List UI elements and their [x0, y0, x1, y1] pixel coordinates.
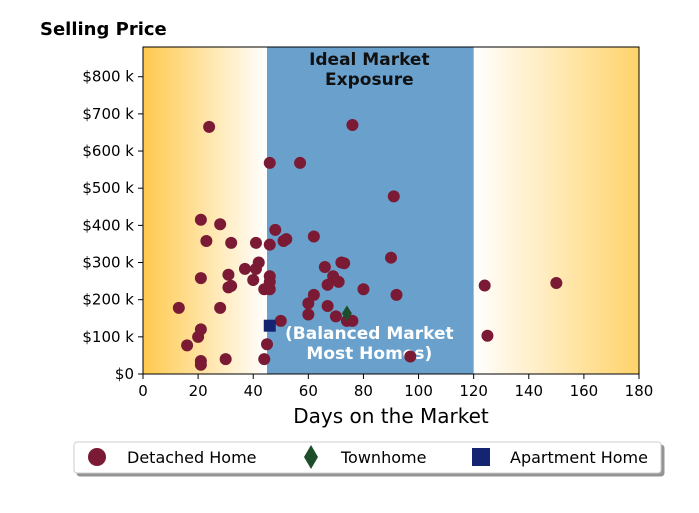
detached-home-point	[219, 353, 232, 366]
detached-home-point	[194, 213, 207, 226]
detached-home-point	[261, 338, 273, 351]
detached-home-point	[225, 236, 238, 249]
detached-home-point	[263, 275, 276, 288]
y-tick-label: $400 k	[82, 216, 134, 234]
plot-background	[143, 47, 639, 374]
y-tick-label: $700 k	[82, 105, 134, 123]
y-axis: $0 $100 k $200 k $300 k $400 k $500 k $600 k $7…	[82, 68, 143, 383]
detached-home-point	[387, 190, 400, 203]
x-tick-label: 120	[459, 382, 488, 400]
detached-home-point	[307, 288, 320, 301]
legend-marker-townhome	[304, 445, 318, 469]
x-tick-label: 40	[244, 382, 263, 400]
legend-label-detached: Detached Home	[127, 448, 257, 467]
plot-frame	[142, 46, 640, 375]
y-tick-label: $100 k	[82, 328, 134, 346]
y-tick-label: $600 k	[82, 142, 134, 160]
ideal-zone-label-line1: Ideal Market	[309, 50, 430, 70]
detached-home-point	[346, 314, 359, 327]
detached-home-point	[321, 278, 334, 291]
detached-home-point	[214, 301, 227, 314]
detached-home-point	[274, 314, 287, 327]
legend-marker-apartment	[472, 448, 490, 466]
detached-home-point	[318, 260, 331, 273]
detached-home-point	[307, 230, 320, 243]
detached-home-point	[258, 353, 271, 366]
detached-home-point	[181, 339, 194, 352]
x-tick-label: 80	[354, 382, 373, 400]
left-gradient-zone	[143, 47, 267, 374]
detached-home-point	[194, 323, 207, 336]
x-tick-label: 140	[514, 382, 543, 400]
detached-home-point	[294, 156, 307, 169]
legend-box	[73, 441, 662, 474]
legend-marker-detached	[88, 448, 106, 466]
balanced-zone-label-line1: (Balanced Market	[285, 324, 454, 344]
ideal-zone-label-line2: Exposure	[325, 70, 414, 90]
balanced-zone-label-line2: Most Homes)	[306, 344, 432, 364]
data-points	[172, 119, 563, 371]
right-gradient-zone	[473, 47, 639, 374]
detached-home-point	[280, 233, 293, 246]
detached-home-point	[338, 257, 351, 270]
x-tick-label: 20	[189, 382, 208, 400]
detached-home-point	[385, 251, 397, 264]
x-tick-label: 180	[625, 382, 654, 400]
detached-home-point	[238, 262, 251, 275]
detached-home-point	[172, 301, 185, 314]
zone-labels: Ideal Market Exposure (Balanced Market M…	[285, 50, 454, 364]
detached-home-point	[481, 329, 494, 342]
detached-home-point	[390, 288, 403, 301]
detached-home-point	[200, 234, 213, 247]
y-tick-label: $300 k	[82, 254, 134, 272]
y-tick-label: $0	[115, 365, 134, 383]
apartment-home-point	[263, 319, 276, 332]
detached-home-point	[321, 299, 334, 312]
x-tick-label: 60	[299, 382, 318, 400]
ideal-exposure-zone	[267, 47, 474, 374]
x-axis-title: Days on the Market	[293, 404, 489, 428]
chart-title: Selling Price	[40, 19, 167, 40]
detached-home-point	[225, 279, 238, 292]
detached-home-point	[550, 276, 563, 289]
detached-home-point	[329, 310, 342, 323]
detached-home-point	[194, 358, 207, 371]
detached-home-point	[346, 119, 359, 132]
detached-home-point	[302, 308, 315, 321]
x-tick-label: 160	[570, 382, 599, 400]
legend: Detached Home Townhome Apartment Home	[73, 441, 662, 474]
legend-label-apartment: Apartment Home	[510, 448, 648, 467]
x-tick-label: 0	[138, 382, 148, 400]
detached-home-point	[249, 236, 262, 249]
y-tick-label: $800 k	[82, 68, 134, 86]
detached-home-point	[252, 256, 265, 269]
detached-home-point	[214, 218, 227, 231]
detached-home-point	[222, 268, 235, 281]
legend-label-townhome: Townhome	[340, 448, 426, 467]
detached-home-point	[332, 275, 345, 288]
x-axis: 0 20 40 60 80 100 120 140 160 180	[138, 374, 653, 400]
detached-home-point	[263, 238, 276, 251]
detached-home-point	[203, 120, 216, 133]
detached-home-point	[194, 272, 207, 285]
detached-home-point	[263, 156, 276, 169]
detached-home-point	[247, 273, 260, 286]
townhome-point	[341, 305, 352, 322]
detached-home-point	[269, 223, 282, 236]
x-tick-label: 100	[404, 382, 433, 400]
y-tick-label: $200 k	[82, 291, 134, 309]
y-tick-label: $500 k	[82, 179, 134, 197]
detached-home-point	[404, 350, 417, 363]
detached-home-point	[478, 279, 491, 292]
detached-home-point	[302, 297, 315, 310]
detached-home-point	[357, 283, 370, 296]
